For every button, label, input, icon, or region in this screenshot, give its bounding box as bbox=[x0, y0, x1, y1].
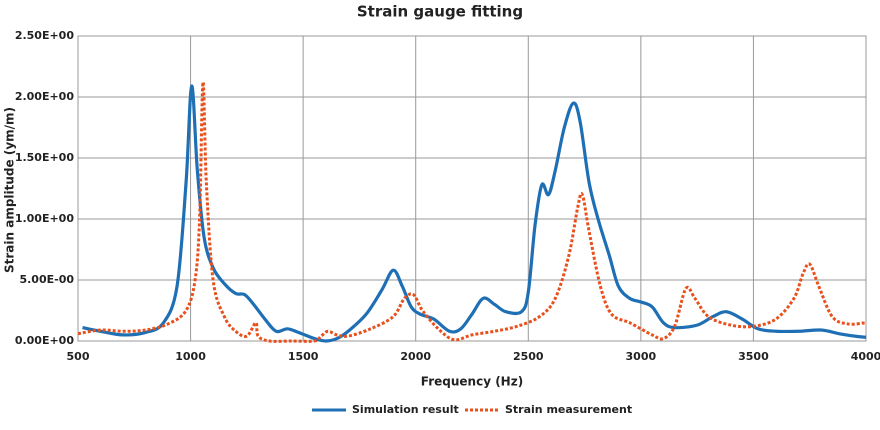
y-tick-label: 5.00E-00 bbox=[19, 273, 74, 286]
y-tick-label: 1.00E+00 bbox=[15, 212, 75, 225]
y-tick-label: 0.00E+00 bbox=[15, 334, 75, 347]
legend-label: Simulation result bbox=[352, 403, 459, 416]
x-tick-label: 2000 bbox=[400, 350, 431, 363]
plot-border bbox=[77, 35, 867, 342]
x-tick-label: 500 bbox=[67, 350, 90, 363]
y-tick-label: 1.50E+00 bbox=[15, 151, 75, 164]
chart-title: Strain gauge fitting bbox=[357, 3, 523, 21]
line-series bbox=[77, 80, 867, 343]
x-tick-label: 2500 bbox=[513, 350, 544, 363]
y-tick-label: 2.00E+00 bbox=[15, 90, 75, 103]
x-tick-label: 4000 bbox=[851, 350, 880, 363]
x-axis-title: Frequency (Hz) bbox=[421, 375, 523, 389]
x-tick-label: 1000 bbox=[175, 350, 206, 363]
x-tick-label: 3500 bbox=[738, 350, 769, 363]
x-tick-label: 3000 bbox=[626, 350, 657, 363]
y-tick-label: 2.50E+00 bbox=[15, 29, 75, 42]
legend-label: Strain measurement bbox=[505, 403, 632, 416]
y-axis-title: Strain amplitude (ym/m) bbox=[3, 107, 17, 273]
x-tick-label: 1500 bbox=[288, 350, 319, 363]
